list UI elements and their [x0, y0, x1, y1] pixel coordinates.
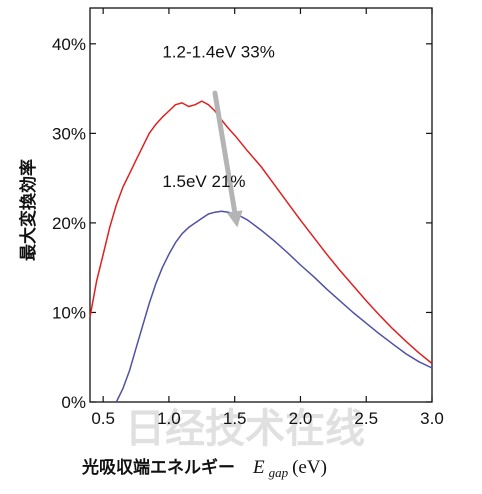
x-tick-label: 1.0 — [157, 409, 181, 428]
plot-frame — [89, 7, 433, 403]
tick-marks — [90, 8, 433, 403]
watermark: 日经技术在线 — [125, 406, 365, 452]
x-tick-labels: 0.5 1.0 1.5 2.0 2.5 3.0 — [91, 409, 443, 428]
series-lines — [89, 100, 433, 403]
x-axis-label-unit: (eV) — [292, 457, 327, 478]
series-line-2 — [115, 210, 433, 403]
x-axis-label-text: 光吸収端エネルギー — [81, 457, 235, 478]
arrow-head — [226, 210, 243, 228]
x-tick-label: 1.5 — [223, 409, 247, 428]
x-axis-label-subscript: gap — [269, 465, 289, 480]
y-tick-labels: 0% 10% 20% 30% 40% — [52, 35, 86, 412]
annotations: 1.2-1.4eV 33% 1.5eV 21% — [162, 42, 274, 191]
y-axis-label: 最大変換効率 — [18, 159, 39, 261]
annotation-label-1: 1.2-1.4eV 33% — [162, 42, 274, 61]
y-tick-label: 40% — [52, 35, 86, 54]
y-tick-label: 10% — [52, 303, 86, 322]
x-axis-label-symbol: E — [252, 457, 265, 478]
y-tick-label: 30% — [52, 124, 86, 143]
arrow-shaft — [212, 90, 238, 215]
x-tick-label: 2.0 — [289, 409, 313, 428]
x-axis-label: 光吸収端エネルギー E gap (eV) — [81, 457, 327, 481]
arrow-annotation — [212, 90, 243, 228]
x-tick-label: 2.5 — [354, 409, 378, 428]
y-tick-label: 0% — [61, 393, 86, 412]
series-line-1 — [89, 100, 433, 365]
x-tick-label: 0.5 — [91, 409, 115, 428]
y-tick-label: 20% — [52, 214, 86, 233]
annotation-label-2: 1.5eV 21% — [162, 172, 245, 191]
x-tick-label: 3.0 — [420, 409, 444, 428]
